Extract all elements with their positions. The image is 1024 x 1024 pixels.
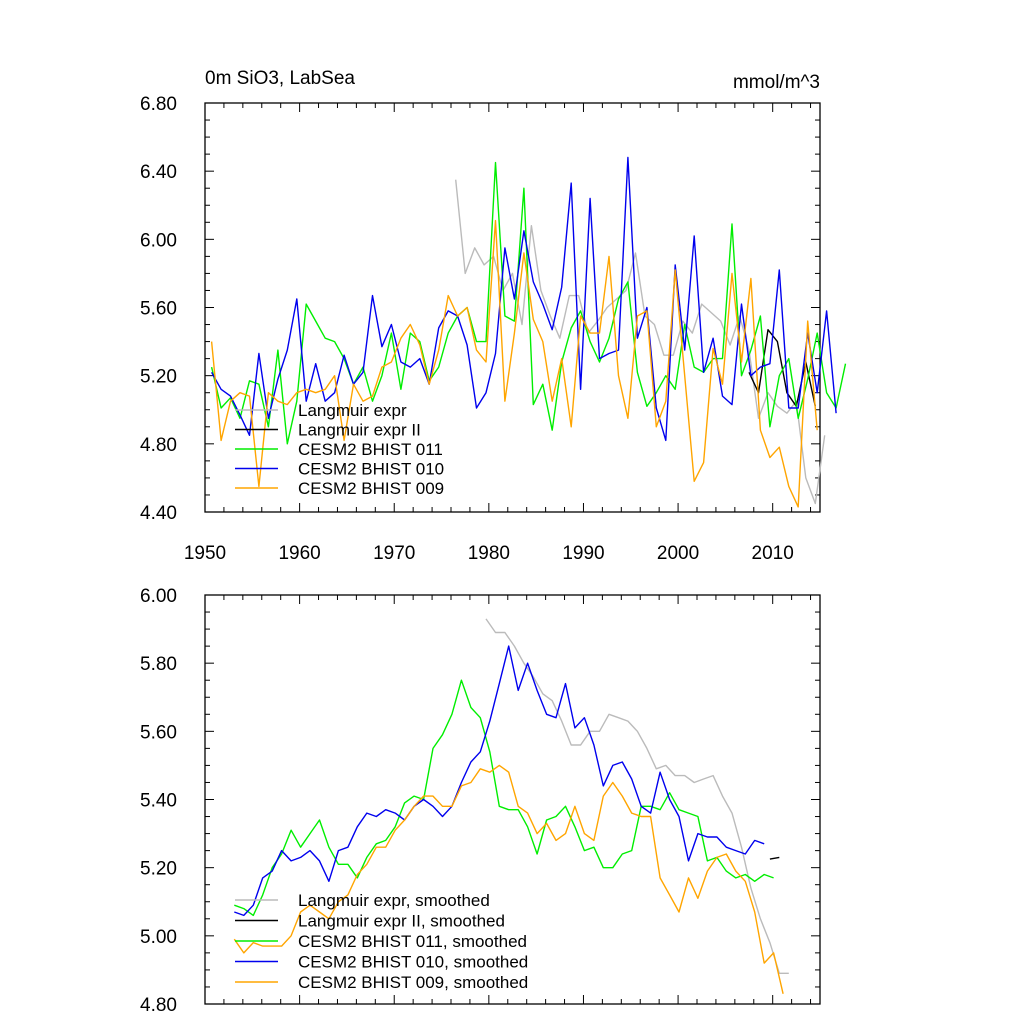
y-tick-label: 5.00 xyxy=(140,927,177,948)
x-tick-label: 2000 xyxy=(657,543,699,564)
y-tick-label: 6.00 xyxy=(140,230,177,251)
bottom-series-line-2 xyxy=(769,856,780,860)
x-tick-label: 1980 xyxy=(468,543,510,564)
x-tick-label: 1950 xyxy=(184,543,226,564)
y-tick-label: 4.80 xyxy=(140,435,177,456)
x-tick-label: 1970 xyxy=(373,543,415,564)
y-tick-label: 6.00 xyxy=(140,586,177,607)
legend-label: Langmuir expr II, smoothed xyxy=(298,912,505,931)
legend-label: Langmuir expr II xyxy=(298,421,421,440)
top-series-line-1 xyxy=(455,179,826,505)
legend-label: Langmuir expr, smoothed xyxy=(298,891,490,910)
bottom-series-line-4 xyxy=(234,645,765,917)
top-axes: 4.40 4.80 5.20 5.60 6.00 6.40 6.80 1950 1960 1970… xyxy=(140,94,820,564)
x-tick-label: 2010 xyxy=(752,543,794,564)
y-tick-label: 5.20 xyxy=(140,859,177,880)
x-tick-label: 1960 xyxy=(278,543,320,564)
bottom-series-lines xyxy=(233,618,789,994)
legend-label: CESM2 BHIST 011 xyxy=(298,440,443,459)
bottom-series-line-3 xyxy=(234,679,774,917)
y-tick-label: 5.60 xyxy=(140,299,177,320)
y-tick-label: 5.80 xyxy=(140,654,177,675)
y-tick-label: 6.80 xyxy=(140,94,177,115)
top-series-line-2 xyxy=(748,329,816,407)
y-tick-label: 4.40 xyxy=(140,503,177,524)
bottom-series-line-5 xyxy=(233,764,784,994)
y-tick-label: 5.40 xyxy=(140,791,177,812)
y-tick-label: 5.20 xyxy=(140,367,177,388)
x-tick-label: 1990 xyxy=(562,543,604,564)
y-tick-label: 5.60 xyxy=(140,722,177,743)
top-chart-units: mmol/m^3 xyxy=(733,72,820,93)
top-series-lines xyxy=(210,156,847,508)
legend-label: CESM2 BHIST 009, smoothed xyxy=(298,973,528,992)
legend-label: CESM2 BHIST 010, smoothed xyxy=(298,953,528,972)
bottom-axes: 4.80 5.00 5.20 5.40 5.60 5.80 6.00 xyxy=(140,586,820,1016)
legend-label: CESM2 BHIST 011, smoothed xyxy=(298,932,527,951)
bottom-legend: Langmuir expr, smoothed Langmuir expr II,… xyxy=(235,891,528,992)
legend-label: Langmuir expr xyxy=(298,401,407,420)
top-series-line-5 xyxy=(210,219,818,508)
bottom-series-line-1 xyxy=(485,618,789,974)
legend-label: CESM2 BHIST 009 xyxy=(298,479,444,498)
y-tick-label: 6.40 xyxy=(140,162,177,183)
legend-label: CESM2 BHIST 010 xyxy=(298,460,444,479)
top-chart-title: 0m SiO3, LabSea xyxy=(205,68,355,89)
top-series-line-4 xyxy=(210,156,837,442)
y-tick-label: 4.80 xyxy=(140,995,177,1016)
